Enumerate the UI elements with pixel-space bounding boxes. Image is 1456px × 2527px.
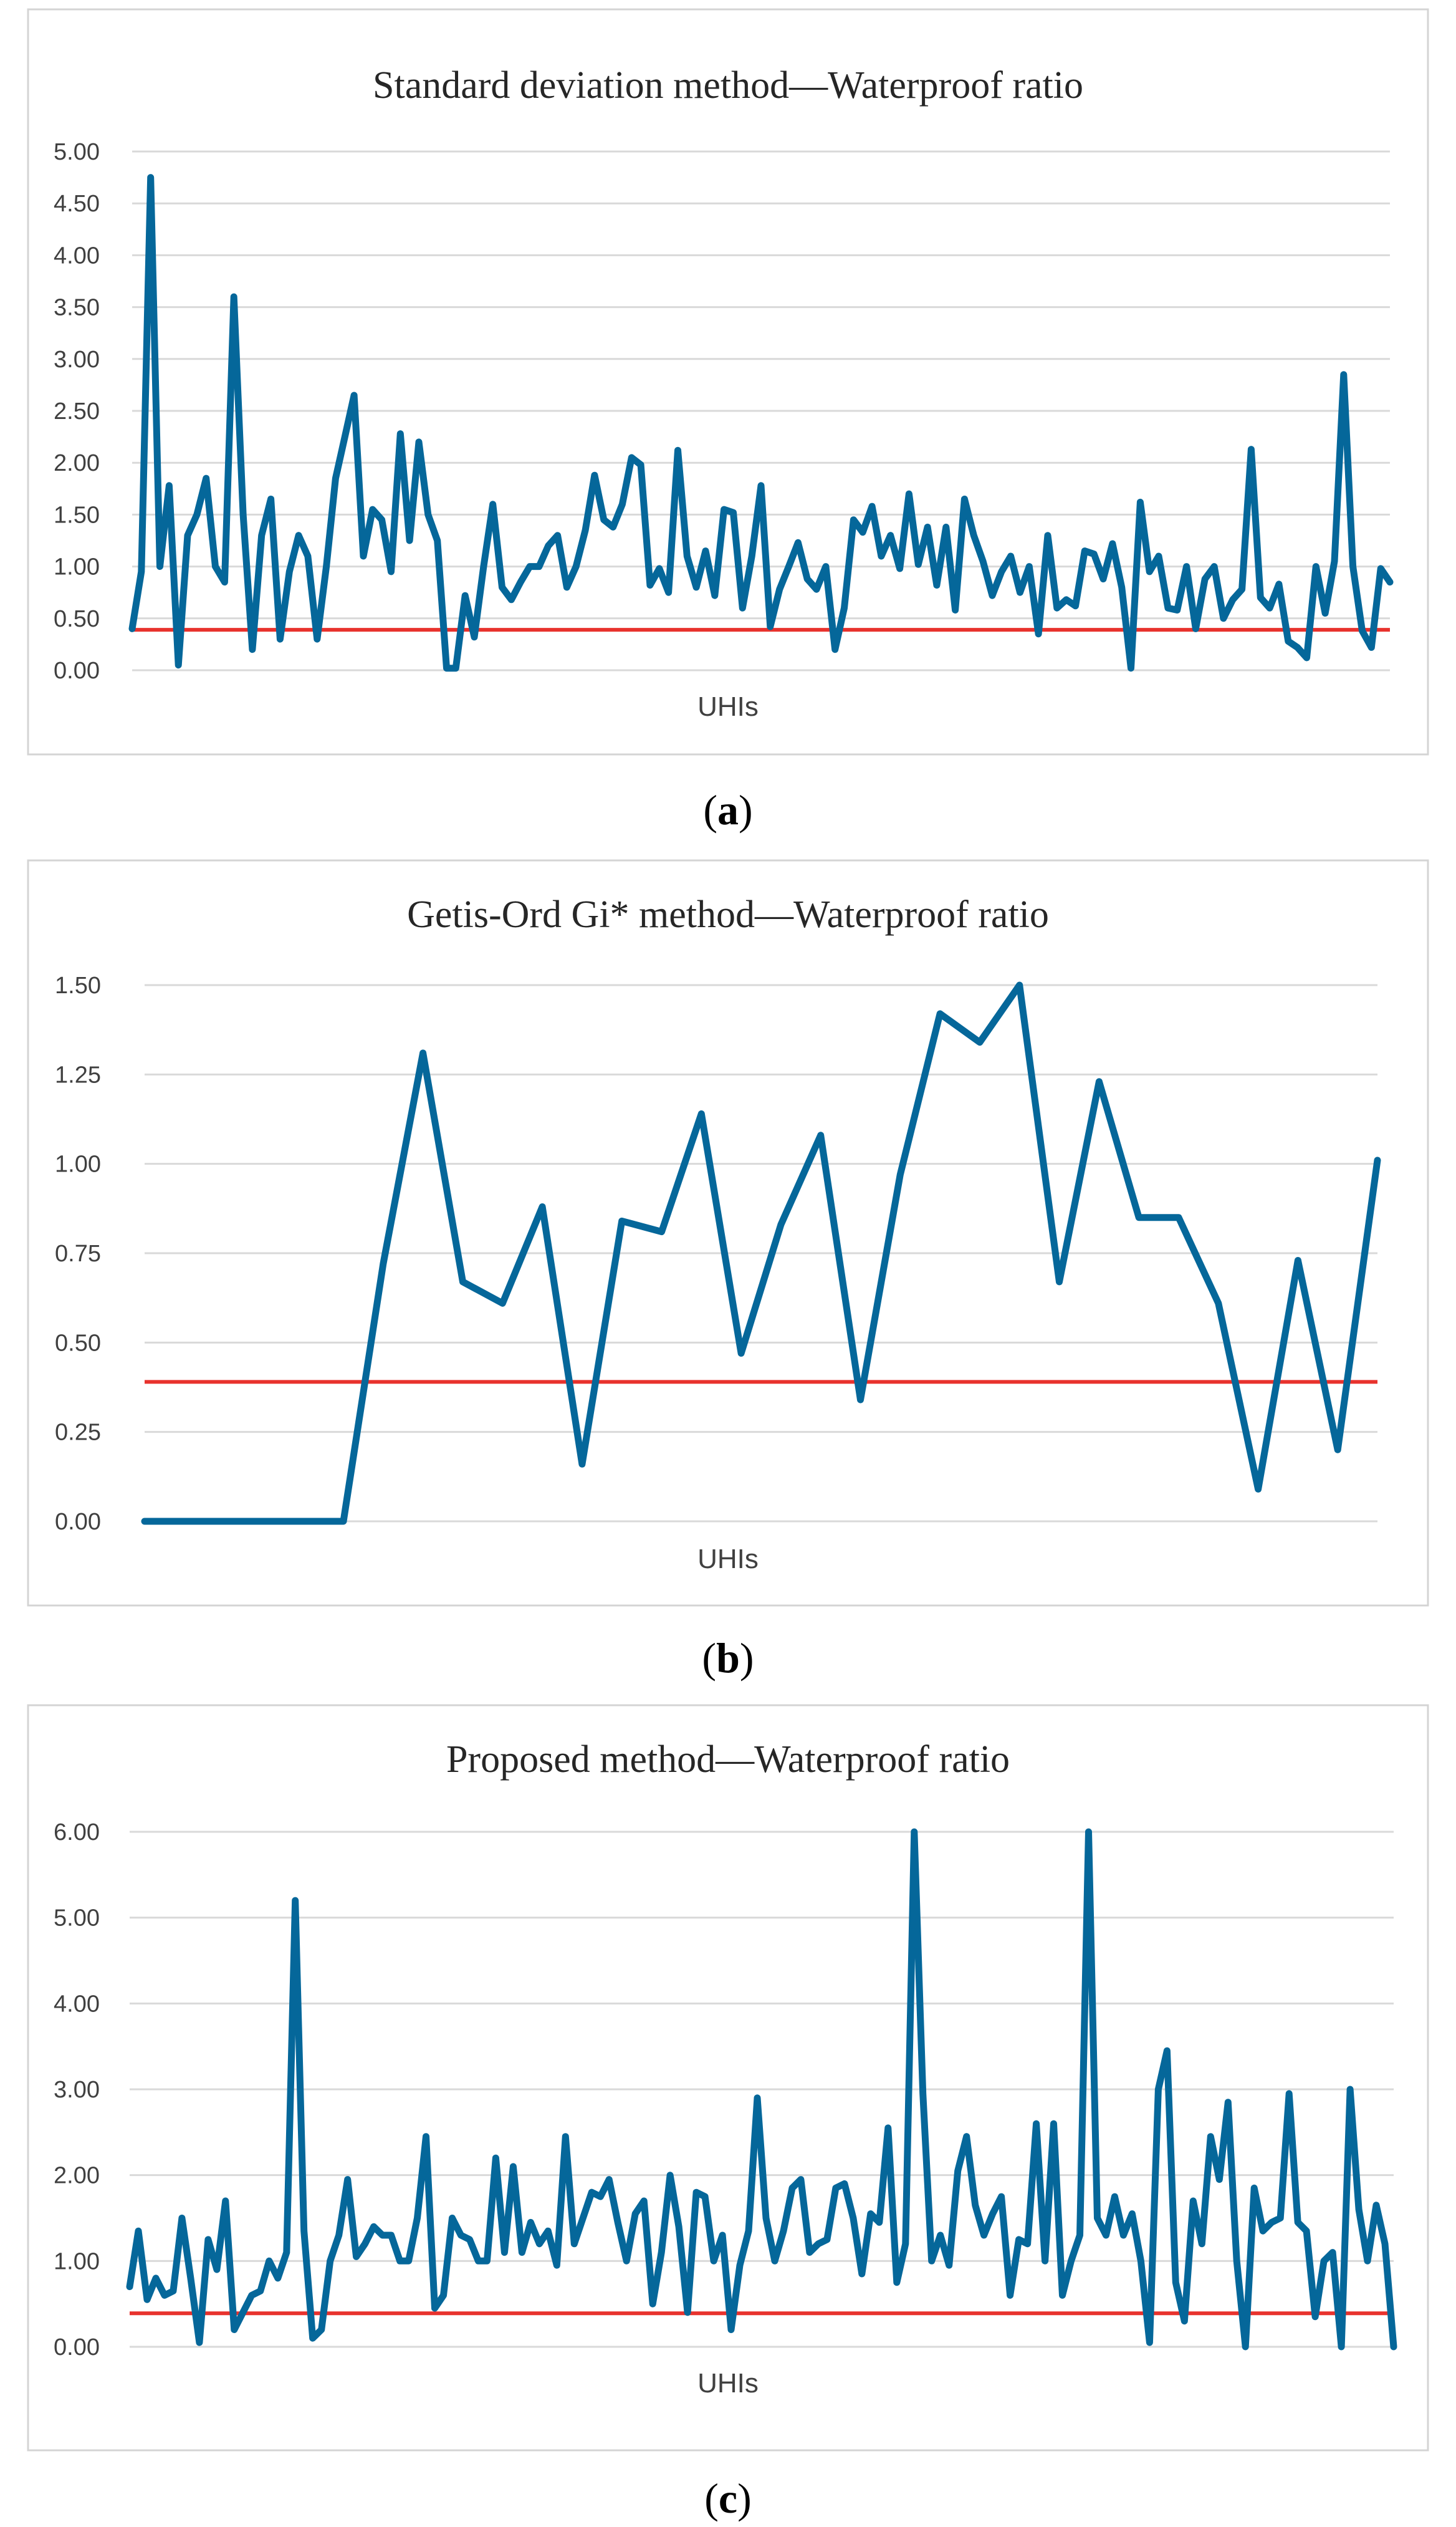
panel-a-series-line <box>128 174 1394 672</box>
panel-b-frame <box>27 859 1429 1607</box>
panel-a-x-axis-label: UHIs <box>697 691 759 722</box>
panel-a-y-tick-label: 0.00 <box>54 658 100 684</box>
panel-c-y-tick-label: 4.00 <box>54 1991 100 2017</box>
caption-b-letter: b <box>716 1634 740 1682</box>
panel-b-y-tick-label: 1.25 <box>55 1062 101 1088</box>
panel-b-y-tick-label: 0.25 <box>55 1420 101 1446</box>
caption-a: (a) <box>703 786 752 834</box>
panel-c-title: Proposed method—Waterproof ratio <box>446 1738 1010 1781</box>
panel-b-title: Getis-Ord Gi* method—Waterproof ratio <box>407 893 1049 936</box>
panel-c-series-line <box>126 1828 1397 2351</box>
caption-a-letter: a <box>717 786 739 834</box>
panel-c-y-tick-label: 2.00 <box>54 2163 100 2189</box>
caption-c: (c) <box>704 2475 752 2522</box>
panel-b-y-tick-label: 1.00 <box>55 1152 101 1178</box>
panel-a-gridlines <box>132 150 1390 671</box>
panel-c-y-tick-label: 5.00 <box>54 1905 100 1932</box>
panel-b-x-axis-label: UHIs <box>697 1544 759 1574</box>
panel-c-y-tick-label: 6.00 <box>54 1819 100 1846</box>
panel-a-y-tick-label: 5.00 <box>54 139 100 165</box>
panel-c-frame <box>27 1704 1429 2452</box>
panel-a-y-tick-label: 3.50 <box>54 295 100 321</box>
panel-b-y-axis: 0.00 0.25 0.50 0.75 1.00 1.25 1.50 <box>55 973 101 1535</box>
caption-b: (b) <box>702 1634 754 1682</box>
panel-a-y-tick-label: 1.00 <box>54 554 100 580</box>
panel-c-y-axis: 0.00 1.00 2.00 3.00 4.00 5.00 6.00 <box>54 1819 100 2361</box>
panel-a-y-axis: 0.00 0.50 1.00 1.50 2.00 2.50 3.00 3.50 4.00 4.50… <box>54 139 100 684</box>
panel-c-x-axis-label: UHIs <box>697 2368 759 2399</box>
panel-c-y-tick-label: 1.00 <box>54 2248 100 2274</box>
caption-c-letter: c <box>719 2475 737 2522</box>
panel-b-y-tick-label: 1.50 <box>55 973 101 999</box>
panel-a-y-tick-label: 2.50 <box>54 398 100 425</box>
panel-a-y-tick-label: 4.00 <box>54 243 100 269</box>
panel-c-y-tick-label: 0.00 <box>54 2334 100 2361</box>
panel-a-y-tick-label: 1.50 <box>54 502 100 528</box>
panel-b-y-tick-label: 0.75 <box>55 1241 101 1267</box>
panel-b-series-line <box>141 981 1381 1525</box>
panel-c-y-tick-label: 3.00 <box>54 2077 100 2103</box>
panel-c: Proposed method—Waterproof ratio 0.00 1.0… <box>27 1704 1429 2452</box>
panel-a-y-tick-label: 2.00 <box>54 450 100 476</box>
panel-a-y-tick-label: 4.50 <box>54 191 100 217</box>
panel-a-y-tick-label: 3.00 <box>54 347 100 373</box>
panel-b: Getis-Ord Gi* method—Waterproof ratio 0.… <box>27 859 1429 1607</box>
panel-b-y-tick-label: 0.50 <box>55 1330 101 1356</box>
panel-b-gridlines <box>145 984 1377 1523</box>
panel-b-y-tick-label: 0.00 <box>55 1509 101 1535</box>
panel-a-title: Standard deviation method—Waterproof rat… <box>373 64 1083 107</box>
panel-a-y-tick-label: 0.50 <box>54 606 100 632</box>
panel-a: Standard deviation method—Waterproof rat… <box>27 8 1429 756</box>
